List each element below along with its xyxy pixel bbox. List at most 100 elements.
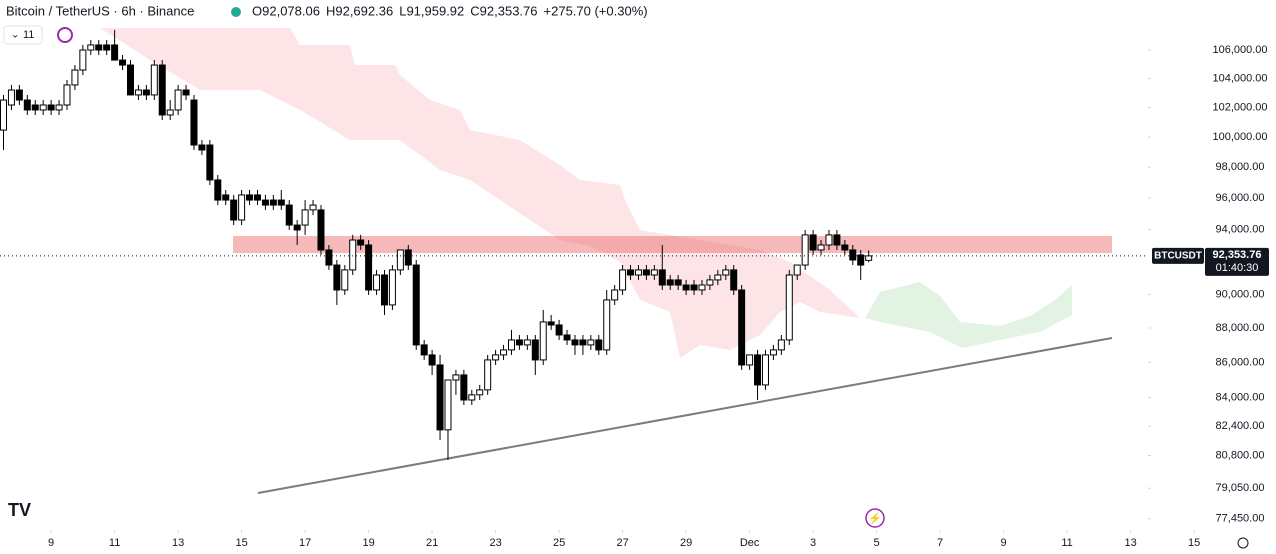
candle-body: [222, 194, 230, 201]
candle-body: [373, 274, 381, 291]
ohlc-value: 92,078.06: [262, 3, 320, 18]
candle-body: [301, 209, 309, 226]
candle-body: [777, 339, 785, 351]
candle-body: [738, 289, 746, 366]
sync-icon[interactable]: [57, 27, 73, 43]
candle-body: [825, 234, 833, 246]
candle-body: [15, 89, 23, 101]
candle-body: [190, 99, 198, 146]
symbol-label: BTCUSDT: [1154, 251, 1202, 262]
candle-body: [119, 59, 127, 66]
candle-body: [801, 234, 809, 266]
settings-icon[interactable]: [1237, 537, 1249, 549]
candle-body: [595, 339, 603, 351]
x-tick-label: 23: [489, 537, 501, 549]
x-tick-label: 13: [1124, 537, 1136, 549]
candle-body: [349, 239, 357, 271]
candle-body: [642, 269, 650, 276]
x-tick-label: 19: [362, 537, 374, 549]
candle-body: [611, 289, 619, 301]
candle-body: [428, 354, 436, 366]
ohlc-key: H: [326, 3, 335, 18]
candle-body: [404, 249, 412, 266]
candle-body: [230, 199, 238, 221]
candle-body: [0, 99, 7, 131]
y-tick-label: 79,050.00: [1216, 482, 1265, 494]
candle-body: [833, 234, 841, 246]
candle-body: [380, 274, 388, 306]
ohlc-value: 92,692.36: [335, 3, 393, 18]
x-tick-label: 5: [874, 537, 880, 549]
candle-body: [333, 264, 341, 291]
candle-body: [357, 239, 365, 246]
resistance-zone: [233, 236, 1112, 253]
candle-body: [452, 374, 460, 381]
x-tick-label: 17: [299, 537, 311, 549]
y-tick-label: 104,000.00: [1212, 72, 1267, 84]
candle-body: [730, 269, 738, 291]
candle-body: [492, 354, 500, 361]
candle-body: [460, 374, 468, 401]
candle-body: [531, 339, 539, 361]
candle-body: [785, 274, 793, 341]
y-tick-label: 86,000.00: [1216, 356, 1265, 368]
candle-body: [214, 179, 222, 201]
ohlc-key: C: [470, 3, 479, 18]
candle-body: [95, 44, 103, 51]
y-tick-label: 82,400.00: [1216, 420, 1265, 432]
candle-body: [563, 334, 571, 341]
x-tick-label: 25: [553, 537, 565, 549]
candle-body: [79, 49, 87, 71]
cloud-red: [100, 28, 860, 358]
candle-body: [47, 104, 55, 111]
candle-body: [539, 321, 547, 361]
y-tick-label: 102,000.00: [1212, 101, 1267, 113]
candle-body: [55, 104, 63, 111]
candle-body: [325, 249, 333, 266]
ohlc-value: 92,353.76: [480, 3, 538, 18]
y-tick-label: 84,000.00: [1216, 391, 1265, 403]
candle-body: [507, 339, 515, 351]
candle-body: [39, 104, 47, 111]
y-tick-label: 77,450.00: [1216, 513, 1265, 525]
candle-body: [71, 69, 79, 86]
y-tick-label: 94,000.00: [1216, 223, 1265, 235]
candle-body: [277, 199, 285, 206]
x-tick-label: 9: [1001, 537, 1007, 549]
event-icon[interactable]: [865, 508, 885, 528]
candle-body: [634, 269, 642, 276]
candle-body: [468, 394, 476, 401]
price-label: 92,353.76: [1213, 249, 1262, 261]
candle-body: [587, 339, 595, 346]
candle-body: [365, 244, 373, 291]
y-tick-label: 106,000.00: [1212, 44, 1267, 56]
trend-line: [257, 337, 1113, 494]
y-tick-label: 80,800.00: [1216, 449, 1265, 461]
candle-body: [698, 284, 706, 291]
candle-body: [746, 354, 754, 366]
candle-body: [31, 104, 39, 111]
candle-body: [619, 269, 627, 291]
event-icon-glyph: ⚡: [868, 512, 882, 525]
candle-body: [420, 344, 428, 356]
candle-body: [198, 144, 206, 151]
candle-body: [436, 364, 444, 431]
candle-body: [150, 64, 158, 96]
candle-body: [555, 324, 563, 336]
candle-body: [722, 269, 730, 276]
candle-body: [547, 321, 555, 326]
candle-body: [142, 89, 150, 96]
logo: TV: [8, 500, 31, 520]
candle-body: [754, 354, 762, 386]
y-tick-label: 96,000.00: [1216, 192, 1265, 204]
candle-body: [412, 264, 420, 346]
candle-body: [714, 274, 722, 281]
candle-body: [666, 279, 674, 286]
indicator-count: 11: [23, 29, 34, 41]
y-tick-label: 100,000.00: [1212, 131, 1267, 143]
ohlc-value: 91,959.92: [406, 3, 464, 18]
candle-body: [515, 339, 523, 346]
candle-body: [111, 44, 119, 61]
symbol-tag: [1152, 247, 1204, 264]
indicator-toggle[interactable]: [3, 25, 43, 45]
